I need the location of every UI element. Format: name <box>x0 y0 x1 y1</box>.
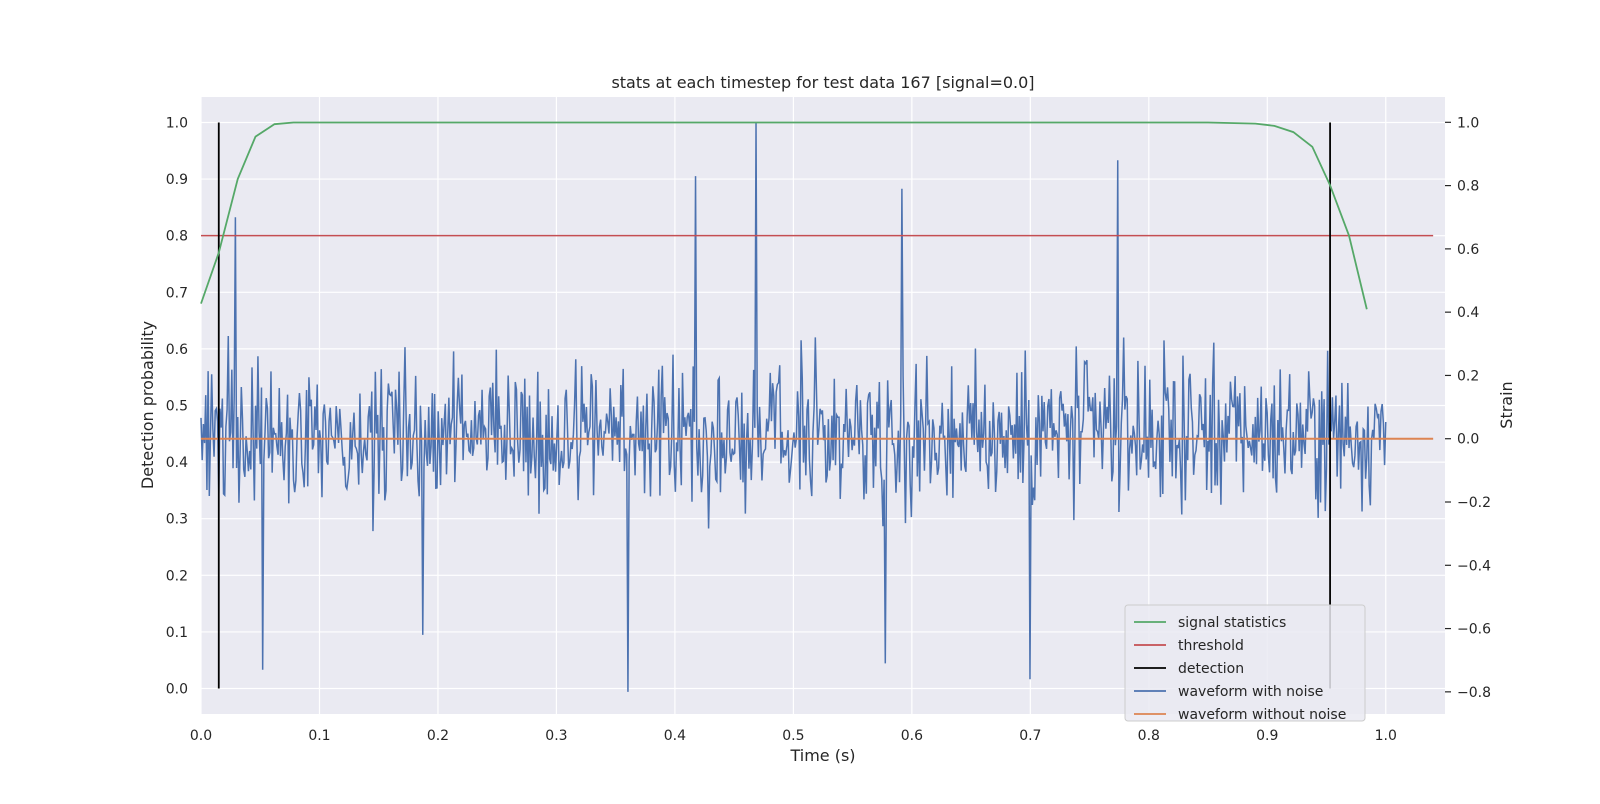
legend-label: signal statistics <box>1178 615 1286 631</box>
left-y-tick-label: 0.7 <box>166 285 188 301</box>
left-y-tick-label: 0.8 <box>166 229 188 245</box>
left-y-tick-label: 0.4 <box>166 455 188 471</box>
left-y-tick-label: 0.0 <box>166 682 188 698</box>
right-y-axis-label: Strain <box>1497 381 1516 428</box>
x-tick-label: 0.1 <box>308 728 330 744</box>
left-y-tick-label: 0.2 <box>166 568 188 584</box>
legend-label: detection <box>1178 661 1244 677</box>
x-tick-label: 0.5 <box>782 728 804 744</box>
left-y-tick-label: 0.6 <box>166 342 188 358</box>
right-y-axis-ticks: −0.8 −0.6 −0.4 −0.2 0.0 0.2 0.4 0.6 0.8 1.0 <box>1445 115 1491 701</box>
right-y-tick-label: 0.4 <box>1457 305 1479 321</box>
x-tick-label: 0.4 <box>664 728 686 744</box>
right-y-tick-label: −0.2 <box>1457 495 1491 511</box>
x-tick-label: 0.3 <box>545 728 567 744</box>
x-tick-label: 0.9 <box>1256 728 1278 744</box>
x-tick-label: 0.8 <box>1138 728 1160 744</box>
signal-statistics-series <box>200 121 1368 310</box>
legend-label: threshold <box>1178 638 1244 654</box>
left-y-tick-label: 1.0 <box>166 115 188 131</box>
right-y-tick-label: 1.0 <box>1457 115 1479 131</box>
legend: signal statistics threshold detection wavef… <box>1124 604 1366 723</box>
right-y-tick-label: 0.2 <box>1457 368 1479 384</box>
left-y-axis-ticks: 0.0 0.1 0.2 0.3 0.4 0.5 0.6 0.7 0.8 0.9 1.0 <box>166 115 188 697</box>
left-y-tick-label: 0.1 <box>166 625 188 641</box>
left-y-tick-label: 0.9 <box>166 172 188 188</box>
right-y-tick-label: 0.0 <box>1457 432 1479 448</box>
right-y-tick-label: −0.8 <box>1457 685 1491 701</box>
signal-statistics-line <box>200 121 1368 310</box>
x-axis-label: Time (s) <box>789 746 855 765</box>
right-y-tick-label: −0.6 <box>1457 622 1491 638</box>
detection-series <box>217 122 1331 689</box>
x-tick-label: 0.2 <box>427 728 449 744</box>
x-tick-label: 1.0 <box>1375 728 1397 744</box>
x-tick-label: 0.7 <box>1019 728 1041 744</box>
left-y-tick-label: 0.3 <box>166 512 188 528</box>
legend-label: waveform with noise <box>1178 684 1323 700</box>
x-tick-label: 0.0 <box>190 728 212 744</box>
chart-title: stats at each timestep for test data 167… <box>611 73 1034 92</box>
left-y-tick-label: 0.5 <box>166 399 188 415</box>
right-y-tick-label: 0.6 <box>1457 242 1479 258</box>
right-y-tick-label: 0.8 <box>1457 179 1479 195</box>
legend-box <box>1124 604 1366 722</box>
right-y-tick-label: −0.4 <box>1457 558 1491 574</box>
x-tick-label: 0.6 <box>901 728 923 744</box>
left-y-axis-label: Detection probability <box>138 321 157 489</box>
x-axis-ticks: 0.0 0.1 0.2 0.3 0.4 0.5 0.6 0.7 0.8 0.9 1.0 <box>190 728 1397 744</box>
legend-label: waveform without noise <box>1178 707 1346 723</box>
